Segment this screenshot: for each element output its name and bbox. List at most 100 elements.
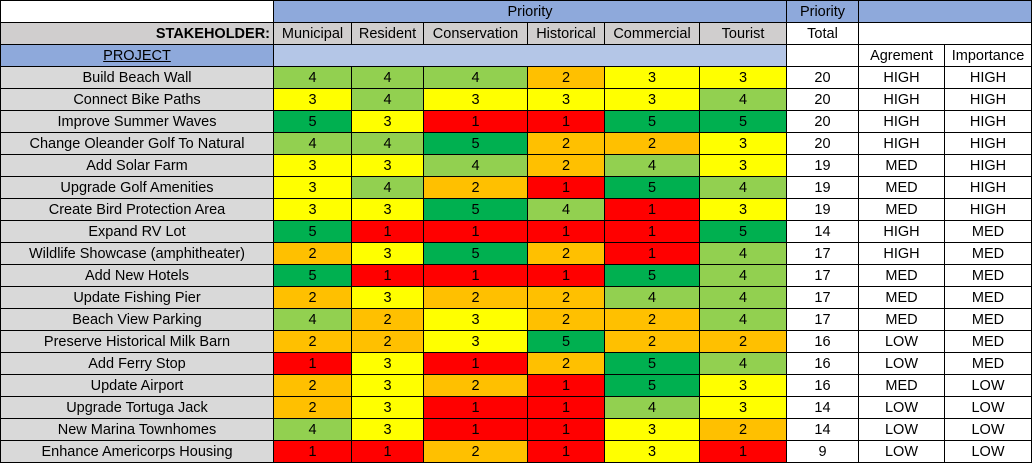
priority-total-header-bottom[interactable]: Total xyxy=(786,22,859,45)
stakeholder-header-municipal[interactable]: Municipal xyxy=(273,22,352,45)
importance-cell[interactable]: MED xyxy=(944,352,1032,375)
priority-total-cell[interactable]: 20 xyxy=(786,132,859,155)
score-cell-municipal[interactable]: 3 xyxy=(273,88,352,111)
importance-cell[interactable]: HIGH xyxy=(944,66,1032,89)
stakeholder-header-commercial[interactable]: Commercial xyxy=(604,22,700,45)
score-cell-tourist[interactable]: 3 xyxy=(699,374,787,397)
project-name-cell[interactable]: Enhance Americorps Housing xyxy=(0,440,274,463)
priority-total-header-top[interactable]: Priority xyxy=(786,0,859,23)
score-cell-commercial[interactable]: 2 xyxy=(604,330,700,353)
project-name-cell[interactable]: Upgrade Golf Amenities xyxy=(0,176,274,199)
score-cell-conservation[interactable]: 3 xyxy=(423,330,528,353)
score-cell-municipal[interactable]: 2 xyxy=(273,374,352,397)
project-name-cell[interactable]: Add New Hotels xyxy=(0,264,274,287)
project-name-cell[interactable]: Beach View Parking xyxy=(0,308,274,331)
score-cell-resident[interactable]: 4 xyxy=(351,132,424,155)
priority-total-cell[interactable]: 19 xyxy=(786,198,859,221)
score-cell-historical[interactable]: 2 xyxy=(527,154,605,177)
blank-header-cell[interactable] xyxy=(858,0,1032,23)
score-cell-resident[interactable]: 3 xyxy=(351,396,424,419)
agreement-cell[interactable]: MED xyxy=(858,176,945,199)
agreement-cell[interactable]: MED xyxy=(858,154,945,177)
priority-total-cell[interactable]: 20 xyxy=(786,110,859,133)
score-cell-conservation[interactable]: 3 xyxy=(423,88,528,111)
stakeholder-header-resident[interactable]: Resident xyxy=(351,22,424,45)
project-column-header[interactable]: PROJECT xyxy=(0,44,274,67)
score-cell-historical[interactable]: 1 xyxy=(527,418,605,441)
score-cell-municipal[interactable]: 4 xyxy=(273,308,352,331)
agreement-cell[interactable]: HIGH xyxy=(858,88,945,111)
agreement-cell[interactable]: LOW xyxy=(858,330,945,353)
importance-column-header[interactable]: Importance xyxy=(944,44,1032,67)
priority-total-cell[interactable]: 14 xyxy=(786,396,859,419)
importance-cell[interactable]: HIGH xyxy=(944,176,1032,199)
importance-cell[interactable]: MED xyxy=(944,308,1032,331)
score-cell-municipal[interactable]: 5 xyxy=(273,264,352,287)
priority-total-cell[interactable]: 19 xyxy=(786,154,859,177)
score-cell-municipal[interactable]: 2 xyxy=(273,286,352,309)
project-name-cell[interactable]: Add Solar Farm xyxy=(0,154,274,177)
priority-total-cell[interactable]: 17 xyxy=(786,308,859,331)
score-cell-resident[interactable]: 2 xyxy=(351,308,424,331)
priority-total-cell[interactable]: 14 xyxy=(786,220,859,243)
score-cell-tourist[interactable]: 4 xyxy=(699,242,787,265)
priority-total-cell[interactable]: 20 xyxy=(786,88,859,111)
score-cell-conservation[interactable]: 2 xyxy=(423,374,528,397)
importance-cell[interactable]: MED xyxy=(944,330,1032,353)
score-cell-commercial[interactable]: 1 xyxy=(604,198,700,221)
agreement-cell[interactable]: LOW xyxy=(858,418,945,441)
score-cell-commercial[interactable]: 5 xyxy=(604,374,700,397)
score-cell-municipal[interactable]: 3 xyxy=(273,198,352,221)
agreement-cell[interactable]: MED xyxy=(858,374,945,397)
score-cell-resident[interactable]: 3 xyxy=(351,110,424,133)
score-cell-tourist[interactable]: 1 xyxy=(699,440,787,463)
score-cell-resident[interactable]: 3 xyxy=(351,154,424,177)
agreement-cell[interactable]: MED xyxy=(858,198,945,221)
priority-total-cell[interactable]: 16 xyxy=(786,352,859,375)
score-cell-tourist[interactable]: 4 xyxy=(699,88,787,111)
score-cell-municipal[interactable]: 2 xyxy=(273,330,352,353)
importance-cell[interactable]: MED xyxy=(944,220,1032,243)
agreement-cell[interactable]: LOW xyxy=(858,396,945,419)
score-cell-tourist[interactable]: 2 xyxy=(699,330,787,353)
blank-score-header[interactable] xyxy=(273,44,787,67)
score-cell-historical[interactable]: 1 xyxy=(527,264,605,287)
priority-total-cell[interactable]: 17 xyxy=(786,242,859,265)
score-cell-tourist[interactable]: 3 xyxy=(699,66,787,89)
importance-cell[interactable]: LOW xyxy=(944,418,1032,441)
stakeholder-header-historical[interactable]: Historical xyxy=(527,22,605,45)
score-cell-historical[interactable]: 2 xyxy=(527,308,605,331)
score-cell-conservation[interactable]: 3 xyxy=(423,308,528,331)
score-cell-conservation[interactable]: 1 xyxy=(423,352,528,375)
score-cell-historical[interactable]: 1 xyxy=(527,176,605,199)
importance-cell[interactable]: HIGH xyxy=(944,88,1032,111)
priority-total-cell[interactable]: 17 xyxy=(786,264,859,287)
score-cell-commercial[interactable]: 5 xyxy=(604,352,700,375)
priority-total-cell[interactable]: 17 xyxy=(786,286,859,309)
agreement-cell[interactable]: MED xyxy=(858,264,945,287)
score-cell-resident[interactable]: 3 xyxy=(351,352,424,375)
score-cell-tourist[interactable]: 4 xyxy=(699,352,787,375)
score-cell-tourist[interactable]: 3 xyxy=(699,396,787,419)
project-name-cell[interactable]: Improve Summer Waves xyxy=(0,110,274,133)
project-name-cell[interactable]: Connect Bike Paths xyxy=(0,88,274,111)
corner-cell[interactable] xyxy=(0,0,274,23)
project-name-cell[interactable]: Upgrade Tortuga Jack xyxy=(0,396,274,419)
project-name-cell[interactable]: Change Oleander Golf To Natural xyxy=(0,132,274,155)
score-cell-tourist[interactable]: 4 xyxy=(699,308,787,331)
score-cell-commercial[interactable]: 3 xyxy=(604,66,700,89)
score-cell-municipal[interactable]: 5 xyxy=(273,220,352,243)
score-cell-tourist[interactable]: 3 xyxy=(699,132,787,155)
score-cell-municipal[interactable]: 5 xyxy=(273,110,352,133)
importance-cell[interactable]: MED xyxy=(944,264,1032,287)
score-cell-conservation[interactable]: 2 xyxy=(423,286,528,309)
agreement-cell[interactable]: MED xyxy=(858,308,945,331)
score-cell-resident[interactable]: 3 xyxy=(351,374,424,397)
score-cell-historical[interactable]: 1 xyxy=(527,110,605,133)
project-name-cell[interactable]: Wildlife Showcase (amphitheater) xyxy=(0,242,274,265)
importance-cell[interactable]: LOW xyxy=(944,374,1032,397)
agreement-cell[interactable]: MED xyxy=(858,286,945,309)
project-name-cell[interactable]: Update Airport xyxy=(0,374,274,397)
importance-cell[interactable]: MED xyxy=(944,286,1032,309)
score-cell-resident[interactable]: 3 xyxy=(351,198,424,221)
